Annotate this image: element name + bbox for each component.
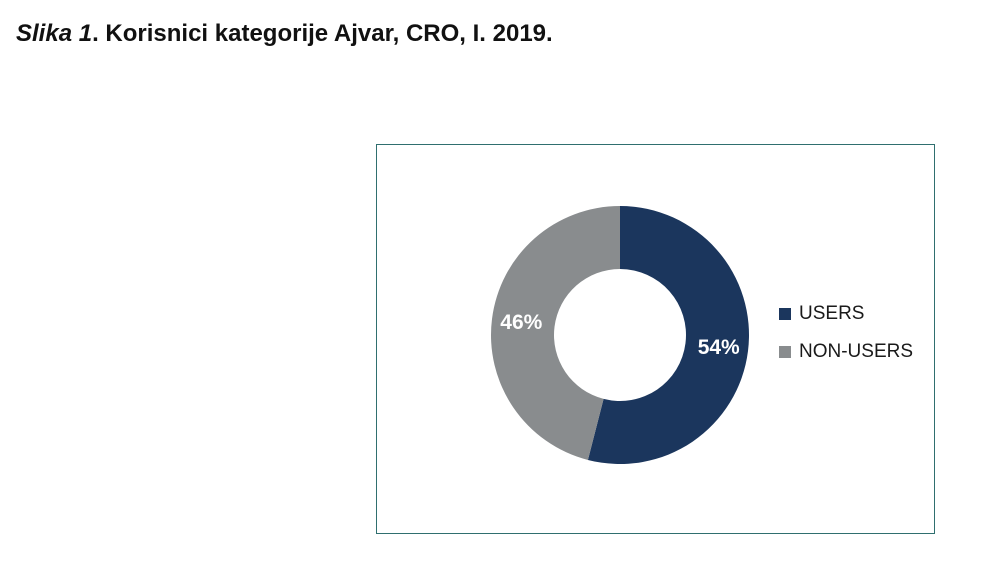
legend-label-non-users: NON-USERS bbox=[799, 341, 914, 362]
slice-label-non-users: 46% bbox=[500, 311, 542, 334]
slice-non-users bbox=[491, 206, 620, 460]
legend-item-users: USERS bbox=[779, 302, 913, 326]
figure-caption: Slika 1. Korisnici kategorije Ajvar, CRO… bbox=[16, 20, 553, 48]
donut-chart: 54% 46% bbox=[491, 206, 749, 465]
legend-swatch-non-users bbox=[779, 346, 791, 358]
chart-frame: 54% 46% USERS NON-USERS bbox=[376, 144, 935, 534]
chart-legend: USERS NON-USERS bbox=[779, 302, 913, 378]
slice-users bbox=[587, 206, 749, 465]
slice-label-users: 54% bbox=[698, 336, 740, 359]
figure-title: . Korisnici kategorije Ajvar, CRO, I. 20… bbox=[92, 20, 553, 47]
legend-swatch-users bbox=[779, 308, 791, 320]
legend-item-non-users: NON-USERS bbox=[779, 340, 913, 364]
legend-label-users: USERS bbox=[799, 303, 865, 324]
figure-label: Slika 1 bbox=[16, 20, 93, 47]
